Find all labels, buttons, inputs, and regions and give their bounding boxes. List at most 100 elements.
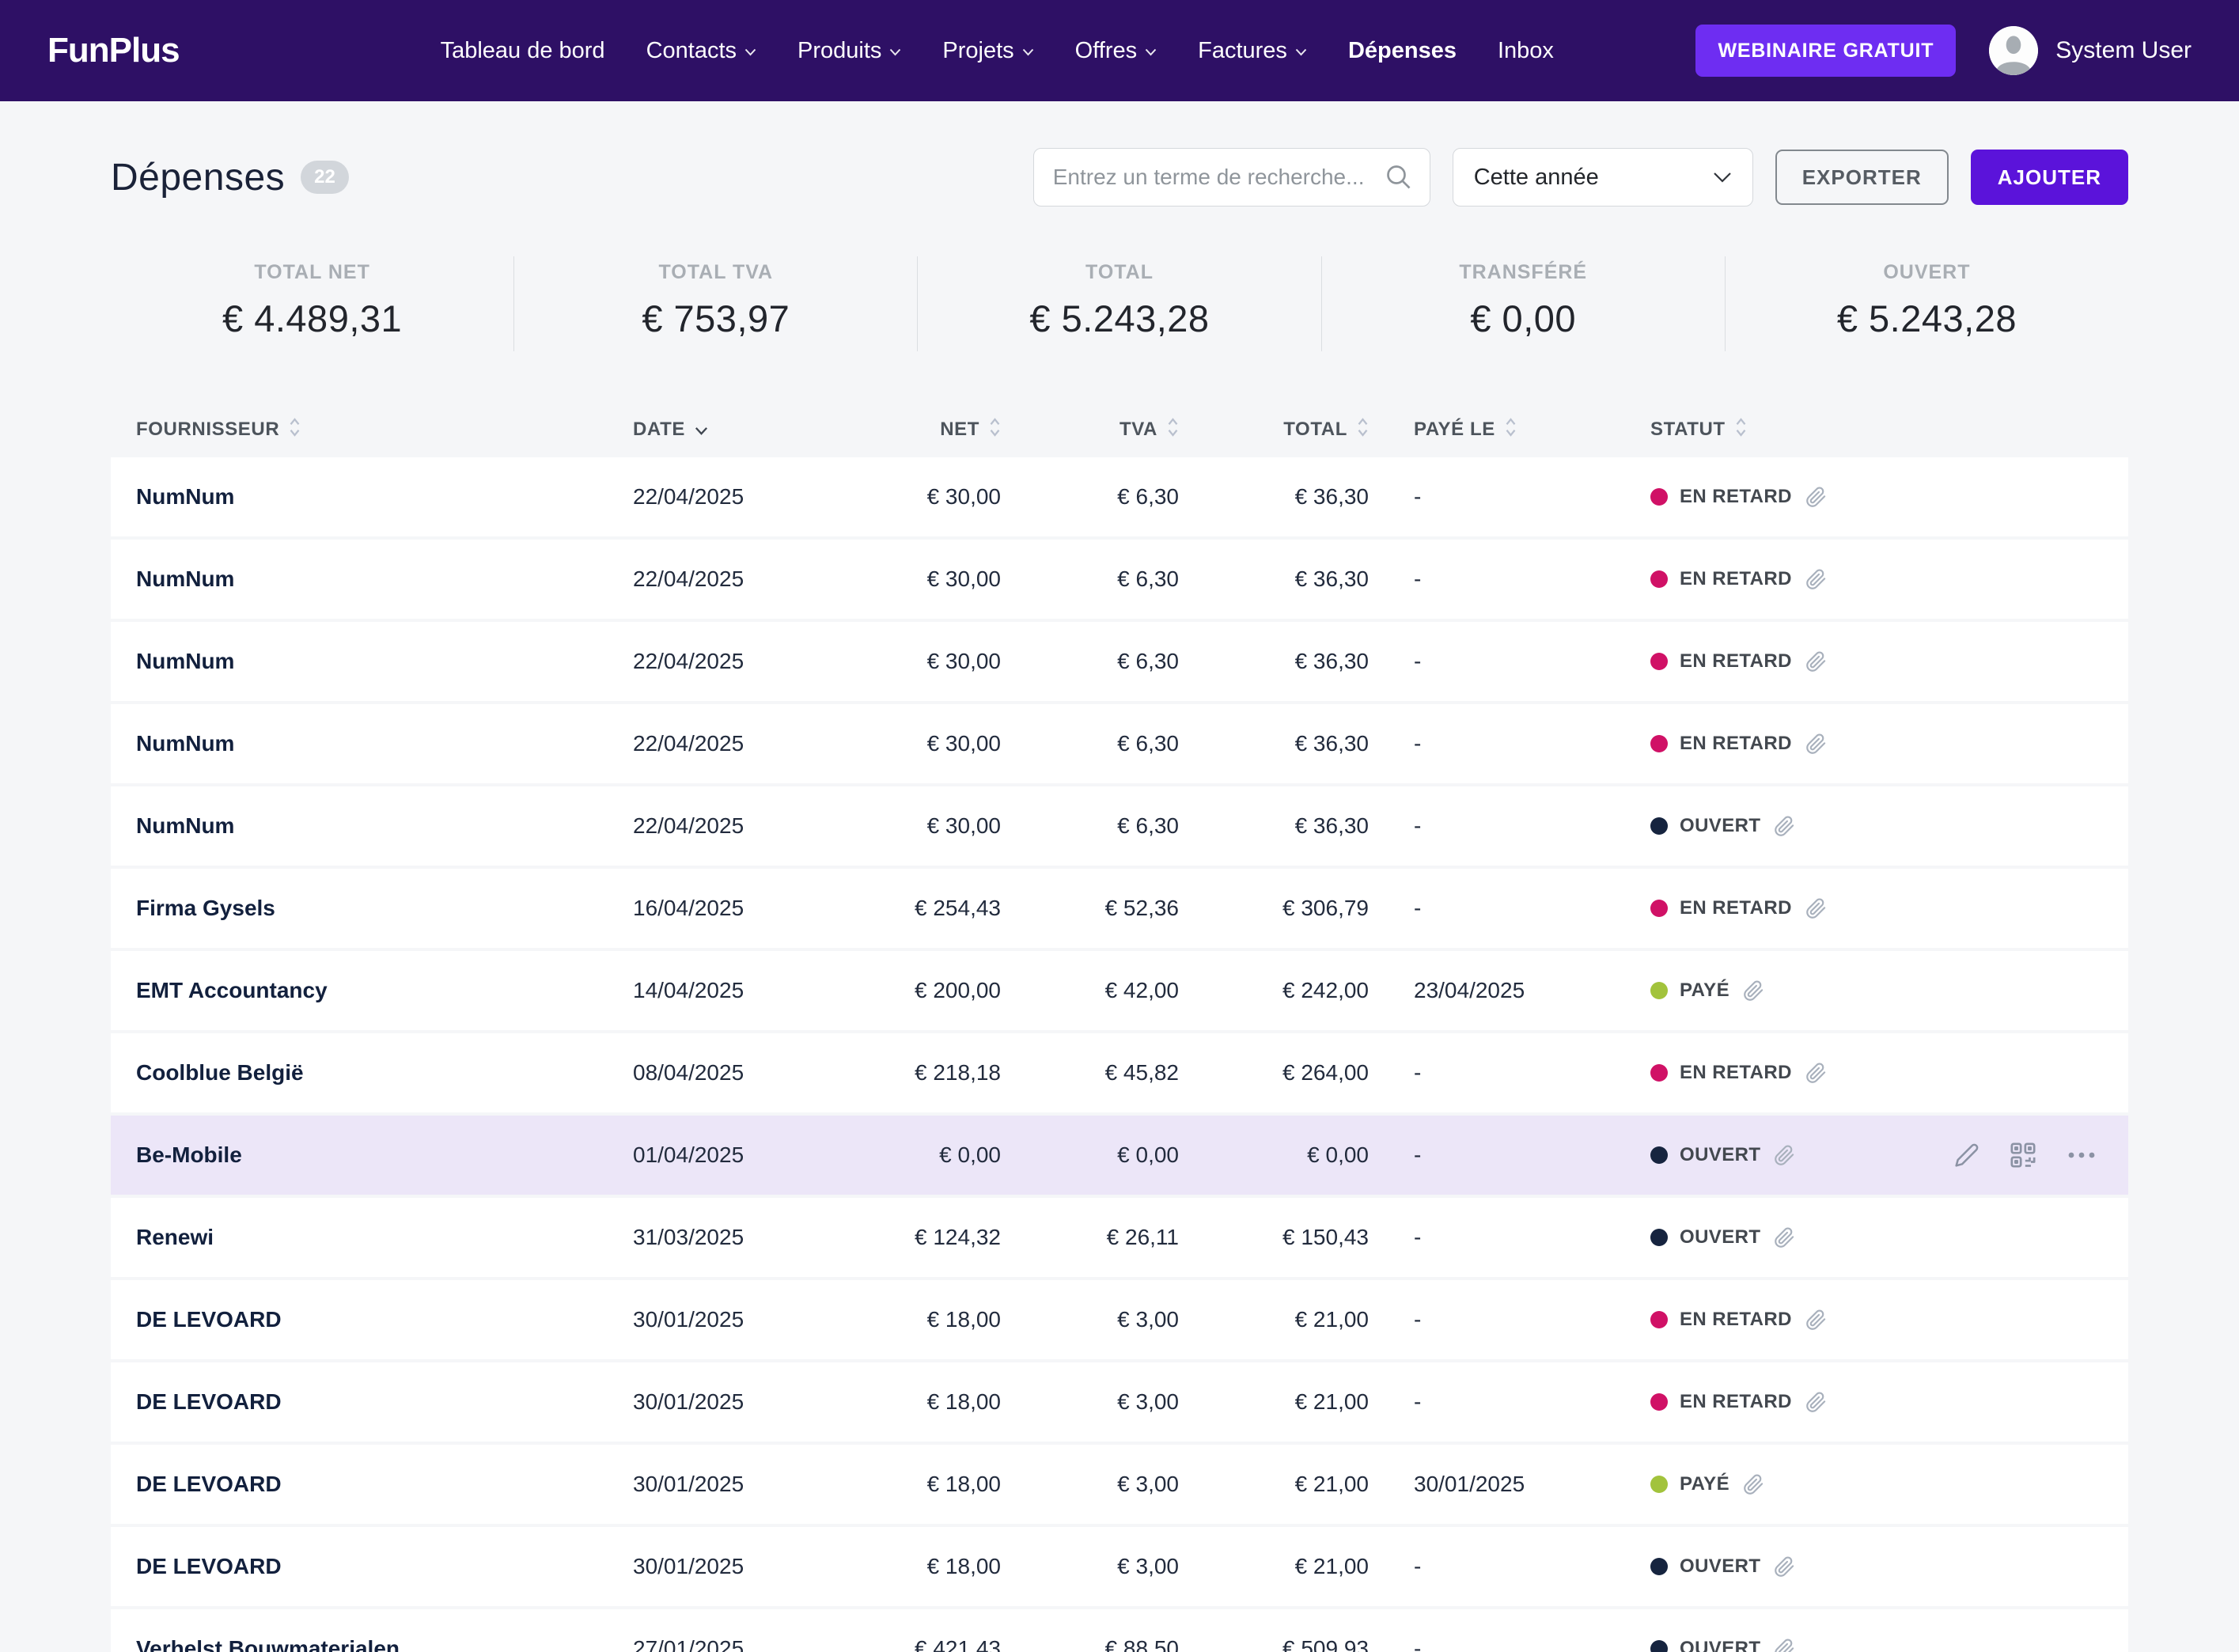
summary-value: € 753,97 xyxy=(642,297,790,339)
net-cell: € 254,43 xyxy=(915,896,1001,920)
column-header-total[interactable]: TOTAL xyxy=(1179,416,1369,444)
summary-value: € 4.489,31 xyxy=(222,297,403,339)
sort-icon xyxy=(1505,416,1517,444)
total-cell: € 306,79 xyxy=(1282,896,1369,920)
table-row[interactable]: NumNum 22/04/2025 € 30,00 € 6,30 € 36,30… xyxy=(111,540,2128,619)
user-name[interactable]: System User xyxy=(2055,37,2192,63)
supplier-cell: Firma Gysels xyxy=(136,896,275,920)
column-header-fournisseur[interactable]: FOURNISSEUR xyxy=(136,416,633,444)
column-header-date[interactable]: DATE xyxy=(633,419,894,441)
table-row[interactable]: DE LEVOARD 30/01/2025 € 18,00 € 3,00 € 2… xyxy=(111,1445,2128,1524)
tva-cell: € 6,30 xyxy=(1117,649,1179,673)
paperclip-icon xyxy=(1775,1639,1794,1652)
tva-cell: € 6,30 xyxy=(1117,731,1179,756)
column-header-paye-le[interactable]: PAYÉ LE xyxy=(1369,416,1650,444)
column-header-tva[interactable]: TVA xyxy=(1001,416,1179,444)
chevron-down-icon xyxy=(1022,48,1033,56)
more-options-icon[interactable] xyxy=(2067,1150,2097,1160)
paid-on-cell: - xyxy=(1414,1389,1422,1414)
paid-on-cell: - xyxy=(1414,731,1422,756)
paid-on-cell: 30/01/2025 xyxy=(1414,1472,1525,1496)
table-row[interactable]: NumNum 22/04/2025 € 30,00 € 6,30 € 36,30… xyxy=(111,457,2128,536)
status-dot xyxy=(1650,1229,1668,1246)
date-cell: 22/04/2025 xyxy=(633,813,744,838)
total-cell: € 36,30 xyxy=(1294,484,1369,509)
webinar-button[interactable]: WEBINAIRE GRATUIT xyxy=(1695,25,1957,77)
table-row[interactable]: DE LEVOARD 30/01/2025 € 18,00 € 3,00 € 2… xyxy=(111,1362,2128,1442)
paid-on-cell: - xyxy=(1414,1060,1422,1085)
add-button[interactable]: AJOUTER xyxy=(1970,150,2128,205)
nav-item-inbox[interactable]: Inbox xyxy=(1497,37,1554,63)
supplier-cell: DE LEVOARD xyxy=(136,1389,282,1414)
status-cell: EN RETARD xyxy=(1650,486,2103,508)
summary-total-tva: TOTAL TVA € 753,97 xyxy=(514,256,919,351)
sort-icon xyxy=(1167,416,1179,444)
export-button[interactable]: EXPORTER xyxy=(1775,150,1949,205)
paid-on-cell: - xyxy=(1414,1142,1422,1167)
table-row[interactable]: NumNum 22/04/2025 € 30,00 € 6,30 € 36,30… xyxy=(111,786,2128,866)
nav-item-offres[interactable]: Offres xyxy=(1075,38,1157,64)
edit-pencil-icon[interactable] xyxy=(1954,1142,1979,1168)
table-row[interactable]: DE LEVOARD 30/01/2025 € 18,00 € 3,00 € 2… xyxy=(111,1280,2128,1359)
paid-on-cell: - xyxy=(1414,1307,1422,1332)
search-input[interactable] xyxy=(1032,148,1430,206)
status-label: EN RETARD xyxy=(1680,650,1792,672)
nav-item-depenses[interactable]: Dépenses xyxy=(1347,37,1457,63)
column-header-net[interactable]: NET xyxy=(894,416,1001,444)
tva-cell: € 45,82 xyxy=(1104,1060,1179,1085)
nav-item-projets[interactable]: Projets xyxy=(942,38,1033,64)
status-dot xyxy=(1650,1476,1668,1493)
table-row[interactable]: NumNum 22/04/2025 € 30,00 € 6,30 € 36,30… xyxy=(111,622,2128,701)
total-cell: € 150,43 xyxy=(1282,1225,1369,1249)
paperclip-icon xyxy=(1806,487,1826,507)
table-row[interactable]: Renewi 31/03/2025 € 124,32 € 26,11 € 150… xyxy=(111,1198,2128,1277)
paperclip-icon xyxy=(1775,816,1794,836)
qr-code-icon[interactable] xyxy=(2010,1142,2036,1169)
status-cell: OUVERT xyxy=(1650,1555,2103,1578)
status-dot xyxy=(1650,1558,1668,1575)
table-row[interactable]: Coolblue België 08/04/2025 € 218,18 € 45… xyxy=(111,1033,2128,1112)
tva-cell: € 52,36 xyxy=(1104,896,1179,920)
status-dot xyxy=(1650,735,1668,752)
total-cell: € 21,00 xyxy=(1294,1472,1369,1496)
nav-item-produits[interactable]: Produits xyxy=(797,38,901,64)
status-cell: EN RETARD xyxy=(1650,897,2103,919)
summary-transfere: TRANSFÉRÉ € 0,00 xyxy=(1322,256,1726,351)
status-dot xyxy=(1650,570,1668,588)
supplier-cell: Verhelst Bouwmaterialen xyxy=(136,1636,400,1652)
nav-item-tableau-de-bord[interactable]: Tableau de bord xyxy=(440,37,605,63)
page-title: Dépenses xyxy=(111,156,286,199)
total-cell: € 509,93 xyxy=(1282,1636,1369,1652)
count-badge: 22 xyxy=(301,161,349,194)
net-cell: € 18,00 xyxy=(926,1554,1001,1578)
table-row[interactable]: Be-Mobile 01/04/2025 € 0,00 € 0,00 € 0,0… xyxy=(111,1116,2128,1195)
column-header-statut[interactable]: STATUT xyxy=(1650,416,2103,444)
chevron-down-icon xyxy=(1145,48,1157,56)
net-cell: € 200,00 xyxy=(915,978,1001,1002)
date-cell: 22/04/2025 xyxy=(633,566,744,591)
period-select[interactable]: Cette année xyxy=(1452,148,1753,206)
table-row[interactable]: Verhelst Bouwmaterialen 27/01/2025 € 421… xyxy=(111,1609,2128,1652)
table-row[interactable]: EMT Accountancy 14/04/2025 € 200,00 € 42… xyxy=(111,951,2128,1030)
summary-value: € 5.243,28 xyxy=(1836,297,2017,339)
nav-item-contacts[interactable]: Contacts xyxy=(646,38,756,64)
status-label: OUVERT xyxy=(1680,815,1761,836)
table-row[interactable]: Firma Gysels 16/04/2025 € 254,43 € 52,36… xyxy=(111,869,2128,948)
tva-cell: € 0,00 xyxy=(1117,1142,1179,1167)
search-wrap xyxy=(1032,148,1430,206)
tva-cell: € 88,50 xyxy=(1104,1636,1179,1652)
tva-cell: € 6,30 xyxy=(1117,484,1179,509)
supplier-cell: NumNum xyxy=(136,566,235,591)
status-label: EN RETARD xyxy=(1680,897,1792,919)
paperclip-icon xyxy=(1806,1392,1826,1412)
app-logo[interactable]: FunPlus xyxy=(47,31,180,70)
status-label: OUVERT xyxy=(1680,1144,1761,1165)
tva-cell: € 42,00 xyxy=(1104,978,1179,1002)
avatar[interactable] xyxy=(1989,26,2039,75)
nav-item-factures[interactable]: Factures xyxy=(1198,38,1307,64)
status-label: PAYÉ xyxy=(1680,979,1729,1001)
table-row[interactable]: NumNum 22/04/2025 € 30,00 € 6,30 € 36,30… xyxy=(111,704,2128,783)
paid-on-cell: - xyxy=(1414,813,1422,838)
table-row[interactable]: DE LEVOARD 30/01/2025 € 18,00 € 3,00 € 2… xyxy=(111,1527,2128,1606)
status-cell: OUVERT xyxy=(1650,1226,2103,1248)
